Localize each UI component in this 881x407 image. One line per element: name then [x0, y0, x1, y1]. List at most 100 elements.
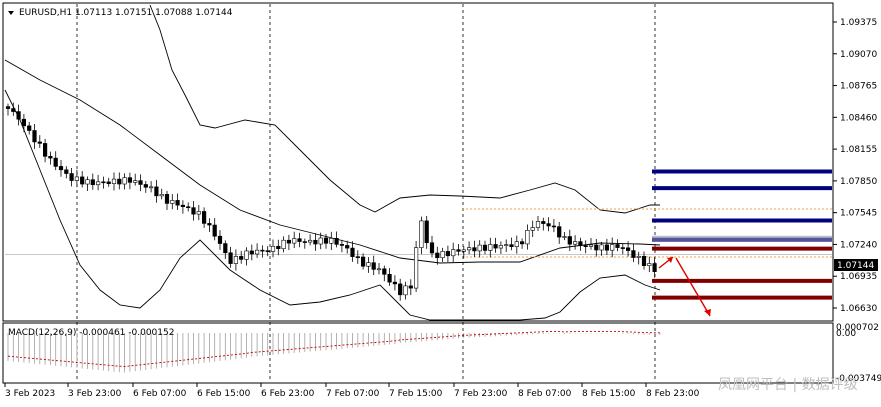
candle-bull	[133, 180, 138, 183]
range-box	[462, 208, 832, 258]
candle-bear	[180, 204, 186, 208]
candle-bear	[583, 245, 588, 248]
macd-tick-label: -0.003749	[836, 374, 881, 384]
candles	[5, 102, 657, 301]
candle-bear	[249, 250, 254, 255]
candle-bear	[175, 200, 180, 206]
time-tick-label: 7 Feb 23:00	[454, 389, 508, 399]
candle-bull	[96, 181, 101, 186]
time-tick-label: 8 Feb 23:00	[646, 389, 700, 399]
candle-bear	[323, 237, 329, 244]
candle-bear	[117, 178, 122, 185]
candle-bear	[360, 256, 366, 267]
candle-bear	[398, 283, 403, 296]
candle-bull	[233, 256, 239, 264]
candle-bull	[461, 249, 466, 252]
middle-band	[4, 59, 661, 264]
candle-bull	[122, 177, 127, 185]
price-tick-label: 1.08460	[840, 113, 877, 123]
candle-bear	[350, 247, 355, 257]
macd-panel	[2, 322, 834, 384]
candle-bull	[488, 244, 493, 251]
price-tick-label: 1.09070	[840, 50, 877, 60]
candle-bear	[265, 250, 270, 252]
candle-bull	[376, 268, 382, 271]
candle-bear	[519, 241, 525, 245]
candle-bull	[366, 262, 371, 267]
candle-bear	[101, 181, 106, 184]
candle-bear	[228, 252, 233, 264]
current-price-tag	[834, 259, 878, 271]
candle-bull	[477, 244, 482, 252]
candle-bear	[191, 207, 196, 215]
price-tick-label: 1.08155	[840, 145, 877, 155]
candle-bear	[5, 106, 11, 109]
candle-bull	[451, 249, 456, 257]
candle-bear	[48, 156, 53, 159]
candle-bull	[572, 241, 578, 245]
candle-bull	[170, 200, 175, 204]
price-tick-label: 1.06630	[840, 304, 877, 314]
candle-bear	[429, 242, 435, 254]
candle-bear	[58, 166, 64, 171]
candle-bear	[286, 239, 292, 244]
candle-bear	[302, 241, 307, 243]
watermark: 凤凰网平台 | 数据评级	[718, 377, 858, 393]
candle-bull	[514, 241, 519, 248]
candle-bear	[154, 186, 159, 197]
candle-bull	[255, 249, 260, 255]
candle-bear	[313, 239, 318, 245]
candle-bear	[551, 225, 556, 228]
candle-bear	[27, 125, 32, 131]
macd-tick-label: 0.000702	[836, 323, 879, 333]
candle-bear	[212, 224, 217, 237]
candle-bear	[615, 244, 620, 248]
candle-bull	[419, 220, 424, 248]
candle-bear	[355, 256, 360, 258]
time-tick-label: 3 Feb 23:00	[68, 389, 122, 399]
price-tick-label: 1.08765	[840, 82, 877, 92]
candle-bear	[567, 236, 572, 245]
candle-bull	[318, 237, 323, 245]
candle-bull	[149, 186, 154, 189]
candle-bull	[530, 227, 535, 231]
candle-bear	[11, 108, 16, 112]
candle-bear	[80, 176, 85, 185]
candle-bull	[535, 221, 541, 228]
candle-bear	[276, 245, 281, 250]
candle-bear	[223, 243, 228, 254]
candle-bear	[334, 238, 339, 245]
candle-bear	[541, 221, 546, 224]
level-highlight	[652, 235, 832, 242]
candle-bull	[403, 285, 408, 296]
candle-bull	[307, 239, 313, 243]
lower-band	[4, 89, 661, 321]
time-tick-label: 3 Feb 2023	[5, 389, 55, 399]
candle-bear	[297, 238, 302, 242]
candle-bull	[504, 244, 509, 246]
price-tick-label: 1.07850	[840, 177, 877, 187]
candle-bear	[64, 169, 69, 174]
candle-bull	[498, 245, 504, 249]
menu-triangle-icon[interactable]	[8, 11, 14, 15]
candle-bear	[217, 235, 223, 244]
candle-bear	[42, 143, 48, 157]
arrow-up-head	[667, 257, 673, 263]
candle-bull	[466, 247, 472, 251]
symbol-header: EURUSD,H1 1.07113 1.07151 1.07088 1.0714…	[19, 8, 233, 18]
day-separators	[5, 4, 832, 382]
candle-bear	[594, 244, 599, 251]
time-tick-label: 6 Feb 23:00	[261, 389, 315, 399]
candle-bull	[292, 238, 297, 244]
candle-bear	[631, 250, 636, 258]
candle-bull	[270, 245, 276, 252]
candle-bear	[53, 157, 58, 167]
candle-bull	[525, 230, 530, 245]
candle-bear	[260, 249, 265, 252]
candle-bull	[85, 179, 90, 185]
time-tick-label: 8 Feb 07:00	[518, 389, 572, 399]
levels	[652, 169, 832, 300]
candle-bear	[620, 247, 625, 249]
